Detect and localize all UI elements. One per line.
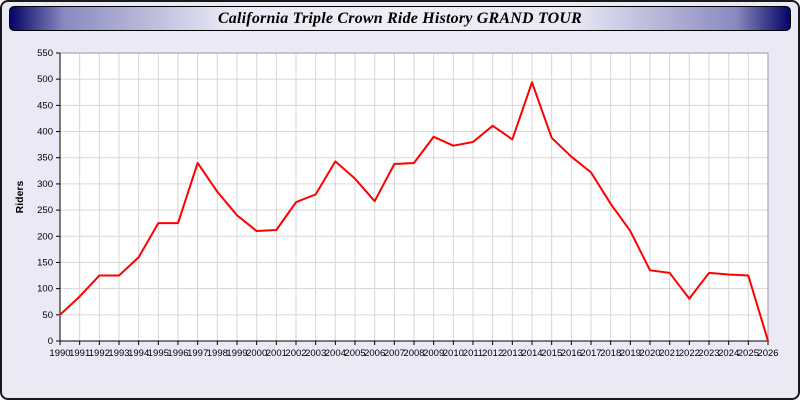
svg-text:2015: 2015 [541, 348, 562, 359]
svg-text:1997: 1997 [187, 348, 208, 359]
svg-text:2020: 2020 [639, 348, 660, 359]
svg-text:300: 300 [37, 179, 53, 190]
svg-text:2025: 2025 [738, 348, 759, 359]
svg-text:1998: 1998 [207, 348, 228, 359]
svg-text:2013: 2013 [502, 348, 523, 359]
svg-text:2026: 2026 [757, 348, 778, 359]
svg-text:2010: 2010 [443, 348, 464, 359]
svg-text:2005: 2005 [344, 348, 365, 359]
svg-text:2007: 2007 [384, 348, 405, 359]
svg-text:2022: 2022 [679, 348, 700, 359]
svg-text:2016: 2016 [561, 348, 582, 359]
svg-text:1991: 1991 [69, 348, 90, 359]
svg-text:2009: 2009 [423, 348, 444, 359]
riders-series-line [59, 81, 769, 342]
svg-text:550: 550 [37, 48, 53, 59]
svg-text:1994: 1994 [128, 348, 149, 359]
chart-title: California Triple Crown Ride History GRA… [217, 9, 583, 27]
svg-text:2004: 2004 [325, 348, 346, 359]
svg-text:2024: 2024 [718, 348, 739, 359]
chart-area: 0 50 100 150 200 250 300 350 400 450 500 550 1990 199… [10, 41, 790, 398]
svg-text:2011: 2011 [463, 348, 483, 359]
svg-text:2017: 2017 [580, 348, 601, 359]
svg-text:500: 500 [37, 74, 53, 85]
svg-text:1992: 1992 [89, 348, 110, 359]
chart-title-bar: California Triple Crown Ride History GRA… [9, 6, 791, 31]
svg-text:2003: 2003 [305, 348, 326, 359]
svg-text:2014: 2014 [521, 348, 542, 359]
svg-text:350: 350 [37, 153, 53, 164]
svg-text:200: 200 [37, 231, 53, 242]
svg-text:1993: 1993 [108, 348, 129, 359]
svg-text:1999: 1999 [226, 348, 247, 359]
svg-text:2006: 2006 [364, 348, 385, 359]
svg-text:2008: 2008 [403, 348, 424, 359]
y-axis-title: Riders [14, 181, 26, 214]
svg-text:2001: 2001 [266, 348, 287, 359]
svg-text:400: 400 [37, 127, 53, 138]
svg-text:150: 150 [37, 257, 53, 268]
line-chart: 0501001502002503003504004505005501990199… [14, 48, 779, 359]
svg-text:2019: 2019 [620, 348, 641, 359]
svg-text:0: 0 [48, 336, 53, 347]
svg-text:2002: 2002 [285, 348, 306, 359]
svg-text:1996: 1996 [167, 348, 188, 359]
svg-text:250: 250 [37, 205, 53, 216]
svg-text:100: 100 [37, 284, 53, 295]
svg-text:2018: 2018 [600, 348, 621, 359]
svg-text:450: 450 [37, 100, 53, 111]
svg-text:1995: 1995 [148, 348, 169, 359]
svg-text:2000: 2000 [246, 348, 267, 359]
svg-text:50: 50 [42, 310, 53, 321]
svg-text:1990: 1990 [49, 348, 70, 359]
svg-text:2023: 2023 [698, 348, 719, 359]
svg-text:2012: 2012 [482, 348, 503, 359]
svg-text:2021: 2021 [659, 348, 680, 359]
